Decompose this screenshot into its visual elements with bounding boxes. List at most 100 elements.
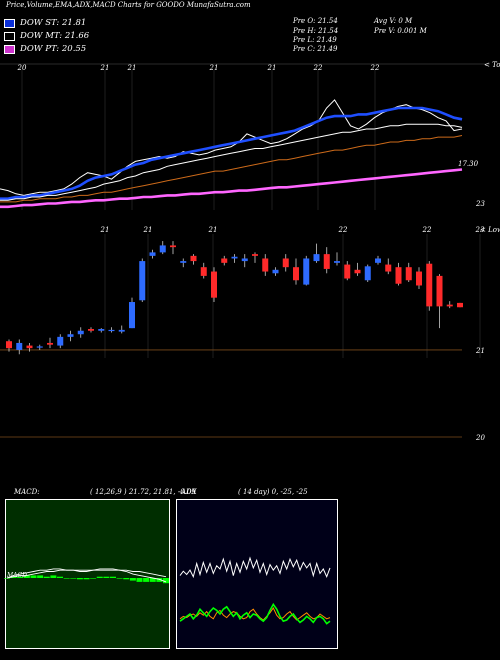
ema-month-label: 21: [209, 64, 219, 72]
macd-label: MACD: [7, 572, 27, 579]
candle-body: [180, 261, 187, 263]
candle-body: [108, 329, 115, 332]
candle-body: [375, 258, 381, 263]
candle-body: [313, 254, 320, 262]
legend-swatch-pt: [4, 45, 15, 54]
macd-histogram-bar: [23, 575, 30, 578]
stat-pre-low: Pre L: 21.49: [293, 36, 337, 44]
macd-histogram-bar: [30, 575, 37, 578]
candle-body: [395, 267, 402, 284]
ema-month-label: 22: [370, 64, 380, 72]
stat-avg-volume: Avg V: 0 M: [374, 17, 413, 25]
ema-chart: 20 21 21 21 21 22 22 < Tops 17.30 23: [0, 61, 500, 210]
page-title: Price,Volume,EMA,ADX,MACD Charts for GOO…: [6, 1, 251, 9]
candle-body: [457, 302, 463, 308]
macd-header: MACD:: [14, 488, 40, 496]
candle-body: [334, 261, 340, 263]
candle-body: [129, 302, 135, 329]
adx-params: ( 14 day) 0, -25, -25: [238, 488, 308, 496]
candle-body: [211, 271, 217, 298]
adx-header: ADX: [181, 488, 197, 496]
macd-histogram-bar: [156, 578, 163, 582]
ema-month-label: 20: [17, 64, 27, 72]
candle-body: [98, 329, 105, 331]
candle-body: [57, 336, 64, 346]
candle-body: [221, 258, 228, 263]
legend-swatch-st: [4, 19, 15, 28]
candle-body: [159, 245, 166, 253]
price-candle-chart: 21 21 21 22 22 23< Lows 21 20: [0, 226, 500, 442]
candle-body: [426, 263, 433, 307]
macd-histogram-bar: [10, 576, 17, 578]
candle-body: [252, 254, 258, 256]
macd-histogram-bar: [96, 576, 103, 578]
candle-body: [344, 264, 351, 279]
macd-line: [6, 568, 167, 583]
legend-dow-pt: DOW PT: 20.55: [20, 44, 87, 54]
price-month-label: 21: [208, 226, 218, 234]
candle-body: [405, 267, 412, 281]
candle-body: [118, 329, 125, 332]
candle-body: [416, 271, 422, 286]
macd-histogram-bar: [136, 578, 143, 582]
candle-body: [293, 267, 299, 281]
macd-histogram-bar: [76, 578, 83, 580]
candle-body: [385, 264, 392, 272]
candle-body: [67, 334, 74, 337]
macd-histogram-bar: [90, 578, 97, 579]
candle-body: [200, 267, 207, 276]
candle-body: [231, 256, 238, 259]
candle-body: [303, 258, 310, 285]
stat-pre-open: Pre O: 21.54: [293, 17, 338, 25]
candle-body: [436, 275, 443, 307]
adx-line: [179, 607, 331, 621]
macd-histogram-bar: [163, 578, 169, 584]
macd-histogram-bar: [103, 576, 110, 578]
macd-histogram-bar: [149, 578, 156, 582]
macd-histogram-bar: [123, 578, 130, 580]
macd-histogram-bar: [17, 576, 24, 578]
price-tick-label: 20: [475, 434, 485, 442]
macd-histogram-bar: [37, 575, 44, 578]
candle-body: [6, 341, 12, 349]
legend-swatch-mt: [4, 32, 15, 41]
candle-body: [26, 345, 33, 349]
candle-body: [323, 254, 330, 269]
ema-series-line: [0, 168, 463, 209]
candle-body: [36, 346, 43, 348]
adx-panel: [176, 499, 338, 649]
candle-body: [170, 245, 176, 248]
candle-body: [282, 258, 289, 268]
candle-body: [16, 342, 23, 350]
macd-histogram-bar: [43, 576, 50, 578]
candle-body: [272, 269, 279, 274]
candle-body: [149, 252, 156, 256]
ema-series-line: [0, 123, 463, 201]
legend-dow-st: DOW ST: 21.81: [20, 18, 87, 28]
price-month-label: 21: [143, 226, 153, 234]
macd-params: ( 12,26,9 ) 21.72, 21.81, -0.09: [90, 488, 196, 496]
candle-body: [47, 342, 53, 345]
macd-histogram-bar: [57, 576, 63, 578]
candle-body: [354, 269, 361, 274]
price-month-label: 22: [338, 226, 348, 234]
macd-histogram-bar: [129, 578, 136, 581]
ema-month-label: 21: [100, 64, 110, 72]
price-lows-label: < Lows: [480, 226, 500, 234]
ema-price-label: 17.30: [458, 160, 479, 168]
ema-series-line: [0, 135, 463, 203]
candle-body: [88, 329, 94, 331]
ema-month-label: 21: [267, 64, 277, 72]
macd-histogram-bar: [4, 578, 10, 579]
ema-series-line: [0, 106, 463, 200]
macd-histogram-bar: [63, 578, 70, 579]
macd-histogram-bar: [116, 578, 123, 579]
price-tick-label: 21: [475, 347, 485, 355]
ema-tops-label: < Tops: [484, 61, 500, 69]
macd-histogram-bar: [143, 578, 150, 582]
macd-histogram-bar: [50, 575, 57, 578]
price-month-label: 22: [422, 226, 432, 234]
ema-month-label: 21: [127, 64, 137, 72]
